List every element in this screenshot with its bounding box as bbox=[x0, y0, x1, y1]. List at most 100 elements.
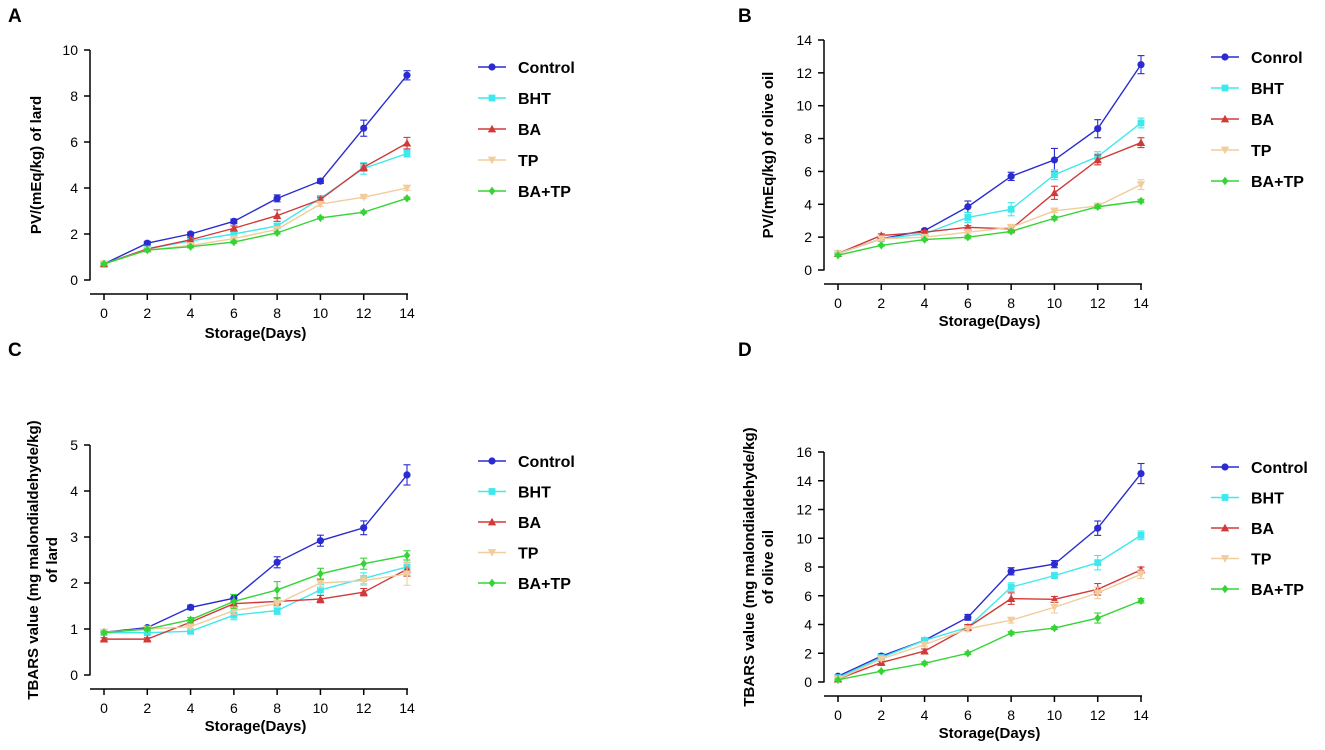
data-point bbox=[964, 214, 972, 221]
series-line bbox=[103, 474, 408, 633]
y-tick-label: 2 bbox=[70, 226, 78, 242]
legend-marker bbox=[1220, 523, 1230, 532]
series-line bbox=[837, 183, 1142, 255]
legend-label: BA bbox=[518, 122, 542, 139]
data-point bbox=[1007, 628, 1015, 638]
data-point bbox=[99, 634, 109, 643]
data-point bbox=[273, 585, 281, 595]
x-tick-label: 8 bbox=[1007, 295, 1015, 311]
legend-item: TP bbox=[478, 153, 539, 170]
legend-marker bbox=[488, 63, 496, 71]
x-tick-label: 8 bbox=[273, 700, 281, 716]
legend-item: TP bbox=[1211, 143, 1272, 160]
series-line bbox=[837, 600, 1142, 681]
legend-label: BA+TP bbox=[1251, 174, 1304, 191]
data-point bbox=[1136, 138, 1146, 147]
series-line bbox=[837, 200, 1142, 256]
data-point bbox=[272, 600, 282, 608]
legend-item: BHT bbox=[478, 485, 551, 502]
data-point bbox=[403, 471, 411, 479]
y-tick-label: 14 bbox=[796, 32, 812, 48]
x-tick-label: 8 bbox=[1007, 707, 1015, 723]
data-point bbox=[1050, 595, 1059, 603]
legend-marker bbox=[488, 578, 496, 588]
x-tick-label: 14 bbox=[399, 305, 415, 321]
y-tick-label: 1 bbox=[70, 621, 78, 637]
legend-item: TP bbox=[478, 546, 539, 563]
legend: Control BHT BA TP BA+TP bbox=[478, 60, 575, 201]
legend-item: BHT bbox=[1211, 491, 1284, 508]
data-point bbox=[1094, 559, 1102, 567]
legend-item: Control bbox=[478, 454, 575, 471]
legend-item: BHT bbox=[478, 91, 551, 108]
series-line bbox=[103, 554, 408, 634]
data-point bbox=[1051, 623, 1058, 633]
data-point bbox=[1006, 616, 1016, 625]
y-tick-label: 4 bbox=[804, 617, 812, 633]
series-line bbox=[104, 568, 408, 640]
y-tick-label: 4 bbox=[70, 483, 78, 499]
data-point bbox=[1094, 202, 1102, 211]
data-point bbox=[1137, 596, 1145, 605]
data-point bbox=[273, 222, 281, 230]
series-line bbox=[837, 142, 1142, 255]
legend-marker bbox=[487, 549, 497, 557]
axes: 0 2 4 6 8 10 0 2 4 6 8 10 12 14 bbox=[62, 42, 415, 321]
x-tick-label: 10 bbox=[1047, 295, 1063, 311]
data-point bbox=[317, 213, 324, 223]
data-point bbox=[877, 667, 885, 676]
y-tick-label: 6 bbox=[70, 134, 78, 150]
x-axis-title: Storage(Days) bbox=[205, 718, 307, 735]
x-tick-label: 8 bbox=[273, 305, 281, 321]
series-line bbox=[837, 473, 1142, 677]
x-axis-title: Storage(Days) bbox=[939, 313, 1041, 330]
x-axis-title: Storage(Days) bbox=[205, 325, 307, 342]
panel-letter: A bbox=[8, 6, 22, 27]
series-control bbox=[834, 462, 1145, 680]
data-point bbox=[877, 235, 886, 243]
data-point bbox=[402, 570, 412, 578]
x-tick-label: 4 bbox=[921, 707, 929, 723]
y-tick-label: 6 bbox=[804, 588, 812, 604]
data-point bbox=[316, 594, 325, 603]
data-point bbox=[963, 223, 973, 231]
data-point bbox=[1006, 594, 1016, 602]
series-line bbox=[103, 74, 408, 265]
data-point bbox=[359, 163, 368, 171]
legend-marker bbox=[1221, 176, 1229, 186]
panel-letter: B bbox=[738, 6, 752, 27]
series-tp bbox=[99, 184, 412, 269]
x-tick-label: 6 bbox=[230, 305, 238, 321]
legend-label: Control bbox=[518, 60, 575, 77]
legend-item: BA bbox=[1211, 521, 1275, 538]
legend-item: BA bbox=[478, 122, 542, 139]
data-point bbox=[877, 655, 886, 664]
data-point bbox=[229, 224, 239, 232]
data-point bbox=[403, 551, 411, 560]
data-point bbox=[187, 615, 194, 624]
x-tick-label: 14 bbox=[1133, 295, 1149, 311]
data-point bbox=[359, 193, 368, 202]
y-axis-title: TBARS value (mg malondialdehyde/kg) of la… bbox=[25, 420, 61, 699]
y-tick-label: 6 bbox=[804, 163, 812, 179]
data-point bbox=[143, 634, 152, 643]
x-axis-title: Storage(Days) bbox=[939, 725, 1041, 742]
data-point bbox=[1094, 613, 1102, 623]
data-point bbox=[964, 203, 972, 211]
data-point bbox=[143, 624, 151, 634]
y-tick-label: 0 bbox=[804, 262, 812, 278]
y-tick-label: 3 bbox=[70, 529, 78, 545]
y-tick-label: 8 bbox=[804, 131, 812, 147]
y-axis-title-line: TBARS value (mg malondialdehyde/kg) bbox=[25, 420, 42, 699]
x-tick-label: 2 bbox=[877, 295, 885, 311]
y-tick-label: 14 bbox=[796, 473, 812, 489]
series-ba-tp bbox=[834, 196, 1145, 260]
legend-marker bbox=[487, 124, 497, 133]
series-line bbox=[837, 534, 1142, 679]
legend-label: TP bbox=[1251, 552, 1272, 569]
data-point bbox=[1093, 589, 1102, 598]
legend-item: BA bbox=[1211, 112, 1275, 129]
series-line bbox=[837, 569, 1142, 680]
data-point bbox=[964, 649, 972, 658]
